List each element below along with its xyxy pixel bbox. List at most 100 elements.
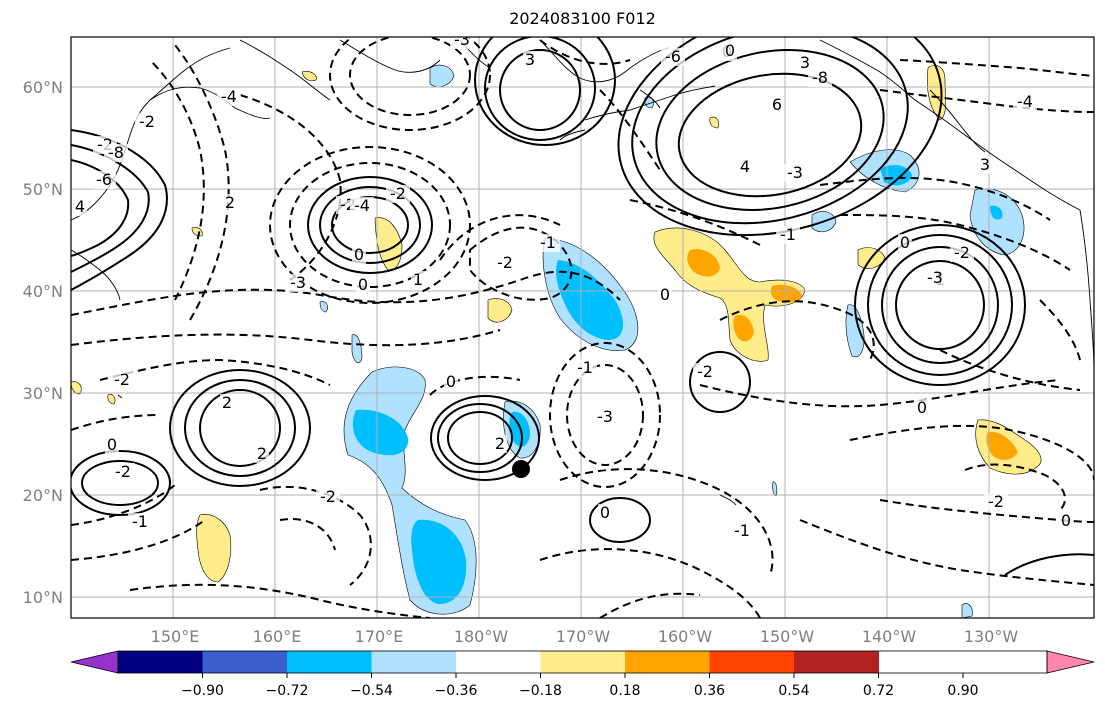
- contour-label: 3: [800, 53, 810, 72]
- contour-label: 0: [917, 398, 927, 417]
- latitude-labels: 60°N 50°N 40°N 30°N 20°N 10°N: [23, 78, 63, 607]
- contour-label: 0: [600, 503, 610, 522]
- colorbar-ticks: [202, 673, 964, 678]
- contour-label: -2: [390, 184, 406, 203]
- contour-label-bg: [1059, 512, 1073, 530]
- yellow-anomaly-region: [71, 381, 82, 395]
- lon-label: 160°W: [658, 627, 713, 646]
- contour-label: -2: [139, 112, 155, 131]
- contour-label: 2: [495, 434, 505, 453]
- colorbar-tick-label: −0.18: [519, 683, 562, 699]
- colorbar: −0.90 −0.72 −0.54 −0.36 −0.18 0.18 0.36 …: [70, 650, 1095, 699]
- contour-label: 0: [446, 372, 456, 391]
- colorbar-low-extend: [70, 650, 119, 674]
- contour-label-bg: [661, 48, 685, 66]
- colorbar-segment: [709, 651, 795, 673]
- contour-label-bg: [386, 185, 410, 203]
- colorbar-segment: [540, 651, 626, 673]
- lon-label: 160°E: [253, 627, 302, 646]
- contour-label: -3: [787, 163, 803, 182]
- colorbar-segment: [794, 651, 879, 673]
- contour-label-bg: [536, 234, 560, 252]
- contour-label-bg: [104, 144, 128, 162]
- contour-label-bg: [658, 286, 672, 304]
- colorbar-tick-label: −0.72: [266, 683, 309, 699]
- contour-label-bg: [770, 96, 784, 114]
- contour-label: -2: [954, 243, 970, 262]
- contour-label-bg: [220, 394, 234, 412]
- contour-label-bg: [598, 504, 612, 522]
- lat-label: 60°N: [23, 78, 63, 97]
- lon-label: 150°W: [760, 627, 815, 646]
- contour-label: 4: [740, 157, 750, 176]
- lat-label: 30°N: [23, 384, 63, 403]
- gridlines: [71, 37, 1094, 618]
- contour-label: -2: [497, 253, 513, 272]
- contour-label: -3: [454, 30, 470, 49]
- contour-label: 3: [980, 155, 990, 174]
- blue-anomaly-region: [969, 188, 1025, 256]
- contour-label: 0: [107, 435, 117, 454]
- colorbar-frame: [117, 650, 1048, 674]
- blue-anomaly-core: [411, 519, 467, 605]
- blue-anomaly-region: [319, 301, 328, 313]
- lat-label: 10°N: [23, 588, 63, 607]
- contour-label: -2: [697, 362, 713, 381]
- contour-label-bg: [111, 463, 135, 481]
- contour-label-bg: [350, 197, 374, 215]
- blue-anomaly-region: [351, 334, 363, 364]
- contour-label: -3: [927, 268, 943, 287]
- contour-label: 2: [257, 444, 267, 463]
- orange-anomaly-core: [687, 249, 720, 277]
- contour-label: 2: [222, 393, 232, 412]
- colorbar-segment: [287, 651, 372, 673]
- contour-label-bg: [783, 164, 807, 182]
- contour-label: 0: [660, 285, 670, 304]
- colorbar-tick-label: 0.18: [609, 683, 640, 699]
- blue-anomaly-region: [429, 64, 455, 88]
- colorbar-high-extend: [1046, 650, 1095, 674]
- lat-label: 50°N: [23, 180, 63, 199]
- contour-label-bg: [730, 522, 754, 540]
- contour-label-bg: [444, 373, 458, 391]
- contour-label: 0: [358, 275, 368, 294]
- lon-label: 130°W: [964, 627, 1019, 646]
- colorbar-segment: [202, 651, 288, 673]
- colorbar-segment: [118, 651, 203, 673]
- contour-label: -3: [597, 407, 613, 426]
- orange-anomaly-core: [733, 314, 754, 342]
- contour-label: -1: [132, 512, 148, 531]
- contour-label: -6: [96, 170, 112, 189]
- contour-label: -1: [780, 225, 796, 244]
- contour-label: 0: [1061, 511, 1071, 530]
- orange-anomaly-core: [986, 431, 1018, 460]
- contour-label-bg: [105, 436, 119, 454]
- lat-label: 20°N: [23, 486, 63, 505]
- contour-label-bg: [411, 271, 425, 289]
- contour-label-bg: [808, 69, 832, 87]
- colorbar-tick-label: 0.54: [778, 683, 809, 699]
- lon-label: 170°W: [556, 627, 611, 646]
- contour-label: -6: [665, 47, 681, 66]
- contour-label-bg: [573, 359, 597, 377]
- contour-label-bg: [493, 254, 517, 272]
- chart-title: 2024083100 F012: [509, 9, 656, 28]
- contour-label: -2: [115, 462, 131, 481]
- contour-label: 4: [75, 197, 85, 216]
- yellow-anomaly-region: [487, 298, 513, 323]
- contour-label: -3: [290, 273, 306, 292]
- colorbar-tick-label: 0.90: [947, 683, 978, 699]
- lat-label: 40°N: [23, 282, 63, 301]
- colorbar-segment: [371, 651, 457, 673]
- contour-label-bg: [978, 156, 992, 174]
- contour-label-bg: [593, 408, 617, 426]
- contour-label: -4: [221, 87, 237, 106]
- blue-anomaly-core: [509, 411, 530, 447]
- colorbar-tick-label: 0.72: [863, 683, 894, 699]
- orange-anomaly-core: [770, 284, 802, 303]
- contour-label-bg: [110, 371, 134, 389]
- contour-label-bg: [798, 54, 812, 72]
- contour-label: -2: [320, 487, 336, 506]
- contour-label-bg: [450, 37, 474, 49]
- blue-anomaly-region: [845, 304, 865, 358]
